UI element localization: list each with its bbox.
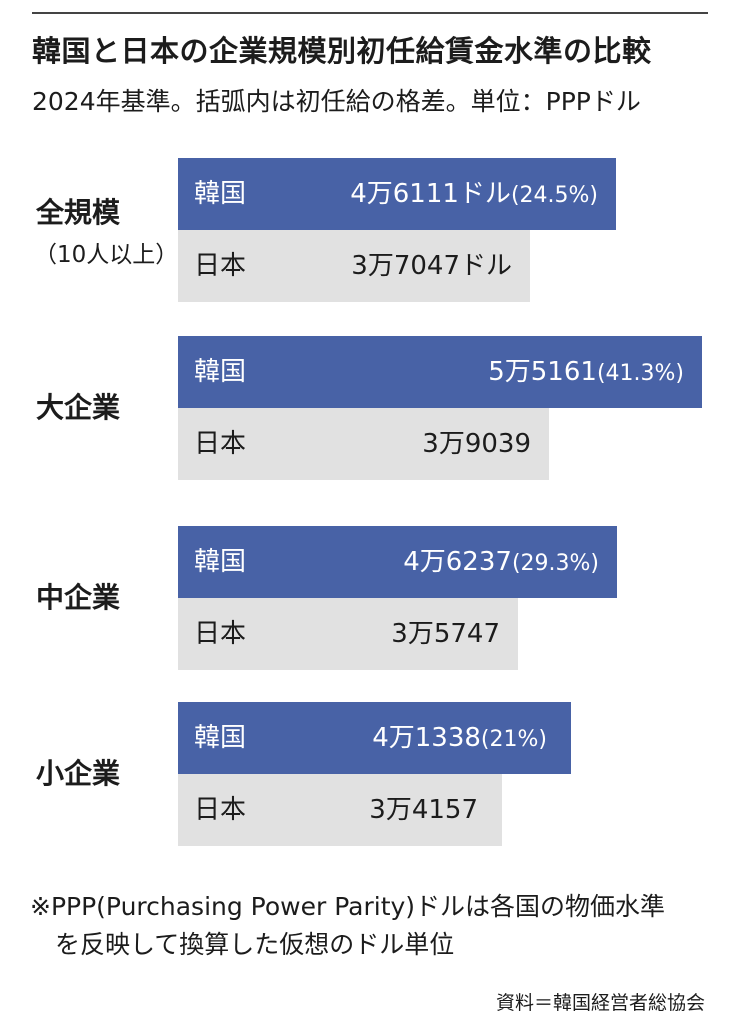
category-sublabel: （10人以上） [34,242,179,268]
source-credit: 資料＝韓国経営者総協会 [495,992,705,1014]
data-label: 5万5161(41.3%) [488,336,684,410]
gap-label: (29.3%) [511,551,599,576]
bar-japan: 日本 3万4157 [178,774,502,846]
bar-korea: 韓国 4万1338(21%) [178,702,571,774]
category-label: 中企業 [36,581,121,614]
value-label: 3万4157 [369,795,478,825]
top-rule [32,12,708,14]
data-label: 3万4157 [369,774,478,846]
series-name-label: 日本 [194,795,247,825]
footnote-line-1: ※PPP(Purchasing Power Parity)ドルは各国の物価水準 [30,892,666,921]
gap-label: (41.3%) [596,361,684,386]
series-name-label: 日本 [194,251,247,281]
value-label: 4万1338 [372,723,481,753]
bar-korea: 韓国 4万6111ドル(24.5%) [178,158,616,230]
data-label: 3万7047ドル [351,230,512,302]
series-name-label: 韓国 [194,723,247,753]
series-name-label: 日本 [194,429,247,459]
footnote-line-2: を反映して換算した仮想のドル単位 [30,930,455,959]
data-label: 4万6237(29.3%) [403,526,599,600]
value-label: 5万5161 [488,357,597,387]
data-label: 3万5747 [391,598,500,670]
gap-label: (24.5%) [510,183,598,208]
category-label: 小企業 [36,757,121,790]
value-label: 3万5747 [391,619,500,649]
series-name-label: 韓国 [194,179,247,209]
data-label: 4万1338(21%) [372,702,547,776]
value-label: 4万6237 [403,547,512,577]
data-label: 3万9039 [422,408,531,480]
chart-title: 韓国と日本の企業規模別初任給賃金水準の比較 [32,34,652,68]
bar-korea: 韓国 5万5161(41.3%) [178,336,702,408]
data-label: 4万6111ドル(24.5%) [350,158,598,232]
gap-label: (21%) [480,727,547,752]
series-name-label: 韓国 [194,357,247,387]
bar-korea: 韓国 4万6237(29.3%) [178,526,617,598]
series-name-label: 韓国 [194,547,247,577]
series-name-label: 日本 [194,619,247,649]
value-label: 3万9039 [422,429,531,459]
value-label: 3万7047ドル [351,251,512,281]
category-label: 全規模 [36,196,121,229]
category-label: 大企業 [36,391,121,424]
bar-japan: 日本 3万9039 [178,408,549,480]
bar-japan: 日本 3万5747 [178,598,518,670]
value-label: 4万6111ドル [350,179,511,209]
chart-subtitle: 2024年基準。括弧内は初任給の格差。単位：PPPドル [32,87,641,116]
bar-japan: 日本 3万7047ドル [178,230,530,302]
